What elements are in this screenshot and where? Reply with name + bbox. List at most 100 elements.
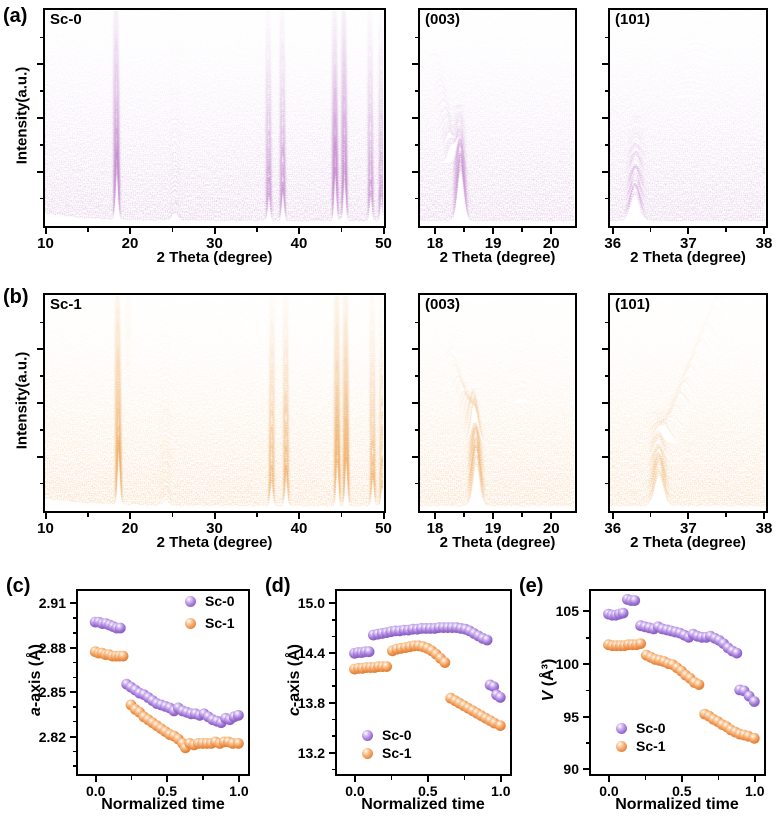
panel-b-003: (003)	[418, 293, 577, 513]
tick-mark	[725, 513, 727, 517]
tick-label: 37	[680, 520, 697, 537]
tick-label: 40	[290, 520, 308, 537]
data-point-Sc-0	[114, 622, 126, 634]
tick-mark	[762, 513, 765, 519]
tick-mark	[434, 228, 437, 234]
data-point-Sc-1	[233, 738, 244, 749]
tick-mark	[687, 513, 690, 519]
sample-label-sc1: Sc-1	[50, 296, 82, 313]
tick-label: 0.0	[85, 783, 106, 799]
tick-mark	[604, 482, 608, 485]
tick-label: 2.88	[38, 639, 66, 656]
panel-c-a-axis	[76, 589, 250, 776]
tick-mark	[412, 63, 418, 66]
panel-letter-c: (c)	[6, 575, 31, 597]
tick-mark	[39, 36, 43, 39]
tick-mark	[604, 144, 608, 146]
x-axis-title-a-main: 2 Theta (degree)	[156, 249, 273, 266]
tick-mark	[762, 228, 765, 234]
tick-label: 19	[484, 520, 502, 537]
tick-mark	[329, 751, 335, 754]
data-point-Sc-0	[748, 696, 760, 707]
tick-mark	[585, 689, 589, 692]
tick-label: 36	[604, 520, 622, 537]
tick-mark	[72, 632, 76, 634]
xrd-waterfall-canvas-a-003	[420, 10, 574, 225]
data-point-Sc-1	[693, 679, 705, 690]
tick-mark	[129, 513, 131, 519]
scatter-plot	[603, 594, 760, 744]
tick-mark	[412, 117, 418, 119]
x-axis-title-d: Normalized time	[361, 796, 485, 813]
tick-mark	[70, 602, 76, 605]
tick-mark	[256, 513, 258, 517]
xrd-waterfall-canvas-b-main	[45, 295, 383, 510]
data-point-Sc-0	[617, 607, 629, 619]
panel-d-c-axis	[335, 589, 512, 776]
sc0-marker-icon	[616, 722, 627, 734]
reflection-label-101-b: (101)	[615, 296, 651, 313]
tick-mark	[583, 715, 589, 718]
tick-mark	[604, 429, 608, 431]
tick-mark	[39, 90, 43, 92]
tick-mark	[412, 455, 418, 458]
tick-label: 100	[555, 656, 579, 673]
sample-label-sc0: Sc-0	[50, 11, 82, 28]
tick-mark	[298, 228, 300, 234]
sc0-marker-icon	[185, 595, 196, 607]
tick-mark	[37, 455, 43, 458]
panel-letter-a: (a)	[3, 5, 28, 27]
x-axis-title-a-101: 2 Theta (degree)	[630, 249, 746, 266]
tick-mark	[680, 776, 683, 782]
tick-mark	[611, 228, 614, 234]
legend-e: Sc-0 Sc-1	[616, 719, 666, 755]
legend-d: Sc-0 Sc-1	[362, 726, 412, 762]
tick-mark	[44, 228, 47, 234]
tick-mark	[39, 321, 43, 324]
tick-mark	[604, 197, 608, 200]
tick-mark	[72, 720, 76, 723]
legend-entry-sc1: Sc-1	[185, 612, 235, 634]
tick-mark	[331, 768, 335, 771]
tick-label: 40	[290, 235, 308, 252]
tick-mark	[644, 776, 647, 780]
tick-mark	[583, 610, 589, 613]
tick-mark	[607, 776, 610, 782]
tick-label: 20	[121, 235, 139, 252]
tick-mark	[37, 402, 43, 404]
tick-label: 30	[206, 235, 223, 252]
x-axis-title-c: Normalized time	[101, 796, 225, 813]
panel-b-101: (101)	[608, 293, 768, 513]
data-point-Sc-1	[635, 638, 646, 649]
tick-mark	[414, 197, 418, 200]
tick-mark	[72, 676, 76, 679]
x-axis-title-a-003: 2 Theta (degree)	[439, 249, 556, 266]
tick-mark	[70, 735, 76, 738]
tick-mark	[331, 735, 335, 737]
tick-label: 19	[484, 235, 502, 252]
tick-mark	[604, 321, 608, 324]
tick-mark	[414, 429, 418, 431]
tick-mark	[329, 701, 335, 704]
data-point-Sc-1	[748, 732, 760, 744]
tick-label: 0.5	[672, 783, 692, 799]
tick-label: 38	[755, 235, 773, 252]
tick-mark	[37, 170, 43, 173]
data-point-Sc-0	[233, 709, 244, 721]
tick-mark	[753, 776, 756, 782]
tick-mark	[130, 776, 133, 780]
tick-mark	[87, 513, 89, 517]
tick-label: 0.5	[418, 783, 438, 799]
tick-mark	[37, 348, 43, 351]
tick-mark	[390, 776, 393, 780]
tick-label: 20	[542, 520, 560, 537]
tick-mark	[72, 706, 76, 708]
tick-mark	[70, 691, 76, 694]
x-axis-title-e: Normalized time	[615, 796, 739, 813]
tick-mark	[171, 228, 173, 232]
legend-label-sc0: Sc-0	[382, 727, 412, 743]
tick-mark	[717, 776, 720, 780]
x-axis-title-b-101: 2 Theta (degree)	[630, 534, 746, 551]
tick-label: 15.0	[297, 595, 325, 612]
